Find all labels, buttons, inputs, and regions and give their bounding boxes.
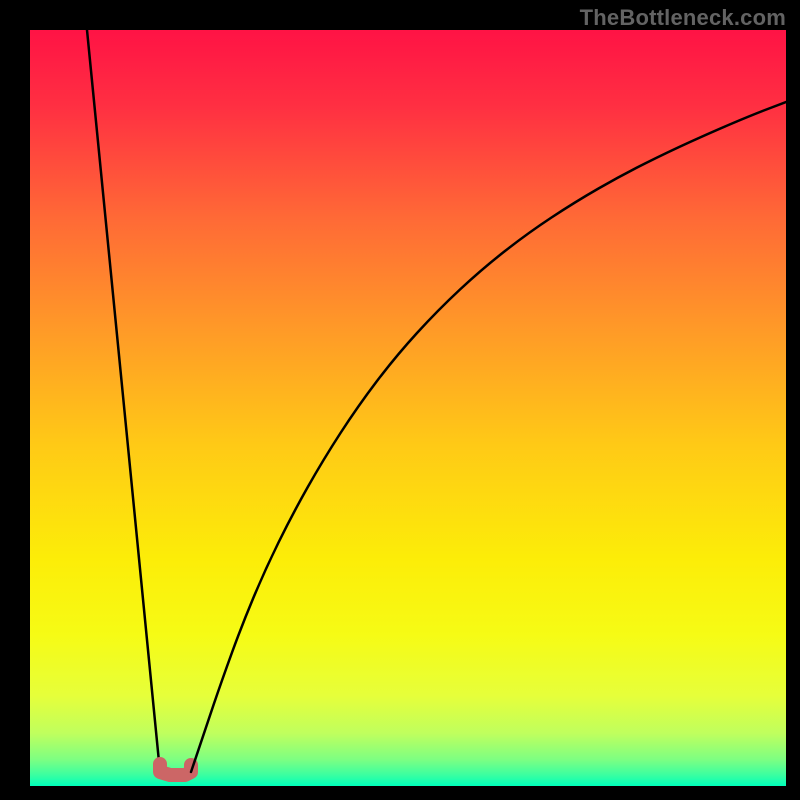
- plot-area: [30, 30, 786, 786]
- watermark-text: TheBottleneck.com: [580, 5, 786, 31]
- bottleneck-curve: [30, 30, 786, 786]
- chart-canvas: { "watermark_text": "TheBottleneck.com",…: [0, 0, 800, 800]
